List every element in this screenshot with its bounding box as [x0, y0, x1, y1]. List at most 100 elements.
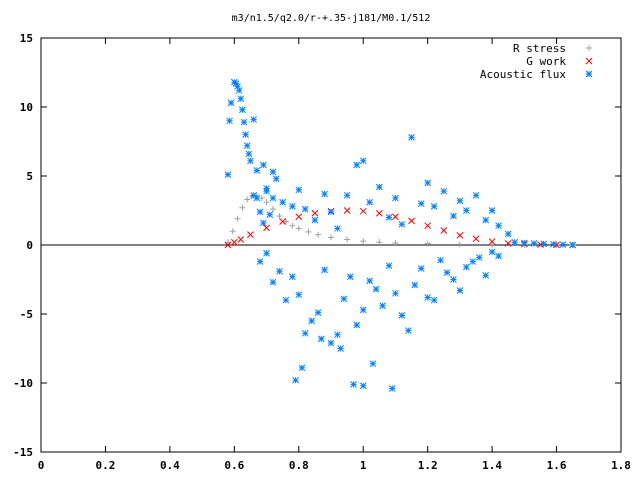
x-tick-label: 1.2	[418, 459, 438, 472]
data-point	[311, 216, 319, 224]
data-point	[475, 254, 483, 261]
data-point	[279, 198, 287, 206]
series-g-work	[224, 207, 577, 249]
x-tick-label: 1	[360, 459, 367, 472]
x-tick-label: 0.4	[160, 459, 180, 472]
data-point	[346, 273, 354, 281]
data-point	[321, 266, 328, 274]
data-point	[520, 239, 528, 247]
data-point	[308, 317, 316, 325]
data-point	[488, 207, 496, 214]
data-point	[366, 277, 374, 285]
data-point	[469, 258, 477, 265]
data-point	[440, 187, 448, 195]
data-point	[443, 269, 451, 276]
data-point	[226, 117, 233, 125]
data-point	[388, 385, 396, 392]
x-tick-label: 1.8	[611, 459, 631, 472]
data-point	[334, 225, 341, 232]
data-point	[327, 208, 335, 216]
data-point	[237, 236, 245, 243]
data-point	[315, 231, 322, 238]
x-tick-label: 0	[38, 459, 45, 472]
data-point	[540, 240, 548, 248]
data-point	[376, 239, 383, 246]
data-point	[321, 190, 328, 198]
data-point	[559, 241, 567, 248]
data-point	[450, 276, 457, 283]
data-point	[266, 211, 274, 218]
data-point	[398, 220, 406, 228]
data-point	[240, 118, 248, 126]
data-point	[256, 258, 264, 265]
data-point	[456, 197, 464, 205]
data-point	[314, 309, 322, 316]
series-acoustic-flux	[224, 78, 577, 392]
data-point	[369, 360, 377, 368]
legend-marker	[585, 57, 593, 65]
data-point	[450, 212, 457, 220]
data-point	[311, 209, 319, 217]
data-point	[549, 240, 557, 248]
data-point	[298, 364, 306, 372]
data-point	[295, 225, 302, 232]
axes-layer: 0 0.2 0.4 0.6 0.8 1 1.2 1.4 1.6 1.8 -15 -10 -5 0 5 10 15	[13, 32, 631, 472]
data-point	[430, 296, 438, 304]
data-point	[292, 376, 299, 384]
data-point	[424, 294, 432, 301]
data-point	[375, 209, 383, 217]
data-point	[353, 321, 361, 329]
data-point	[276, 267, 283, 275]
data-point	[462, 263, 470, 271]
data-point	[305, 228, 312, 235]
data-point	[227, 99, 235, 107]
y-tick-label: 10	[20, 101, 33, 114]
y-tick-label: -15	[13, 446, 33, 459]
data-point	[385, 262, 393, 270]
data-point	[224, 241, 232, 249]
y-tick-label: 15	[20, 32, 33, 45]
data-point	[289, 222, 296, 229]
data-point	[424, 179, 432, 187]
data-point	[253, 167, 261, 174]
legend-marker	[586, 45, 592, 51]
data-point	[417, 265, 425, 272]
data-point	[245, 150, 253, 158]
data-point	[224, 239, 231, 246]
data-point	[511, 238, 519, 246]
x-tick-label: 0.2	[96, 459, 116, 472]
data-point	[295, 186, 303, 194]
data-point	[359, 157, 367, 165]
data-point	[230, 238, 238, 246]
data-point	[440, 227, 448, 234]
data-point	[372, 285, 380, 293]
data-point	[408, 217, 415, 225]
data-point	[269, 168, 277, 176]
x-tick-label: 0.8	[289, 459, 309, 472]
data-point	[282, 218, 289, 225]
legend-label: R stress	[513, 42, 566, 55]
series-r-stress	[224, 193, 576, 248]
data-point	[263, 199, 270, 206]
data-point	[247, 231, 254, 239]
x-tick-label: 1.6	[547, 459, 567, 472]
data-point	[295, 291, 303, 299]
data-point	[472, 235, 480, 243]
data-point	[408, 134, 415, 141]
data-point	[263, 249, 270, 257]
data-point	[424, 222, 432, 230]
data-point	[317, 335, 325, 343]
data-point	[379, 302, 386, 310]
data-point	[235, 87, 243, 94]
data-point	[456, 241, 463, 248]
data-point	[504, 230, 512, 238]
data-point	[244, 196, 251, 203]
data-point	[269, 194, 277, 202]
legend-label: Acoustic flux	[480, 68, 566, 81]
y-tick-label: 0	[26, 239, 33, 252]
data-point	[495, 252, 502, 260]
y-tick-label: -10	[13, 377, 33, 390]
data-point	[472, 191, 480, 199]
